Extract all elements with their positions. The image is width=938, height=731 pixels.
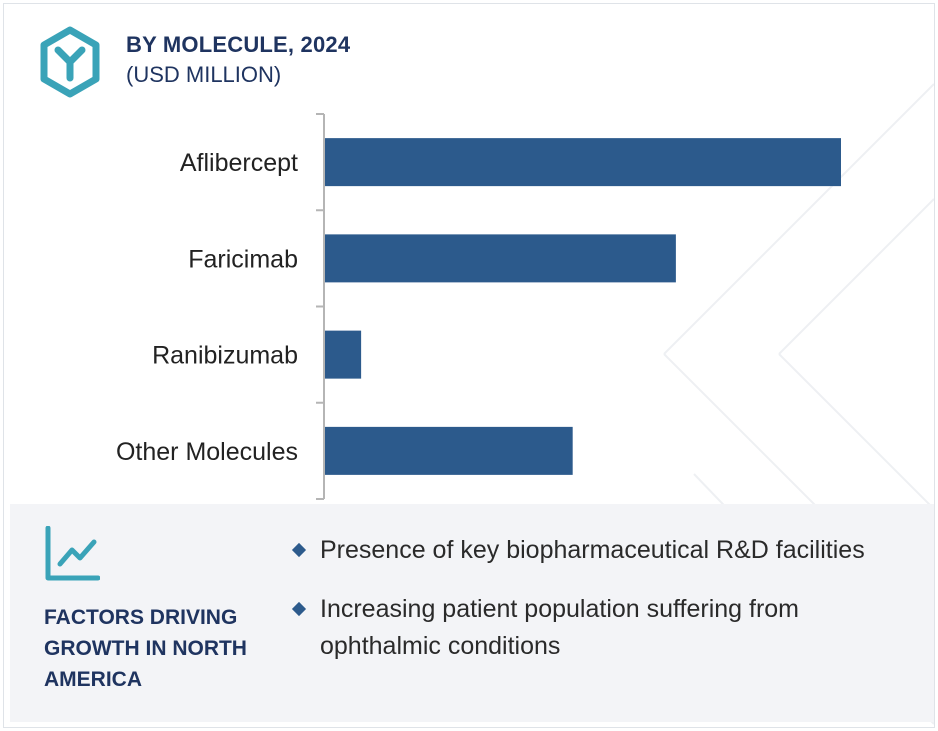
infographic-card: BY MOLECULE, 2024 (USD MILLION) Afliberc… [3, 3, 935, 728]
category-label: Ranibizumab [152, 342, 298, 370]
bar-ranibizumab [325, 330, 362, 379]
bar-other-molecules [325, 426, 573, 475]
category-label: Faricimab [188, 245, 298, 273]
diamond-bullet-icon [291, 601, 307, 617]
factor-item: Presence of key biopharmaceutical R&D fa… [291, 532, 912, 569]
chart-title: BY MOLECULE, 2024 [126, 32, 351, 57]
line-chart-icon [45, 526, 100, 581]
hexagon-y-icon [40, 26, 100, 98]
factors-list: Presence of key biopharmaceutical R&D fa… [291, 532, 912, 687]
bar-faricimab [325, 234, 676, 283]
factor-text: Presence of key biopharmaceutical R&D fa… [320, 536, 865, 564]
bar-aflibercept [325, 138, 841, 187]
category-label: Other Molecules [116, 438, 298, 466]
diamond-bullet-icon [291, 542, 307, 558]
factor-text: Increasing patient population suffering … [320, 595, 800, 660]
factors-title: FACTORS DRIVING GROWTH IN NORTH AMERICA [44, 606, 247, 691]
factors-panel: FACTORS DRIVING GROWTH IN NORTH AMERICA … [10, 504, 934, 722]
factor-item: Increasing patient population suffering … [291, 591, 912, 665]
category-label: Aflibercept [180, 149, 298, 177]
chart-subtitle: (USD MILLION) [126, 62, 282, 87]
bar-chart: Aflibercept Faricimab Ranibizumab Other Mol… [116, 113, 841, 500]
